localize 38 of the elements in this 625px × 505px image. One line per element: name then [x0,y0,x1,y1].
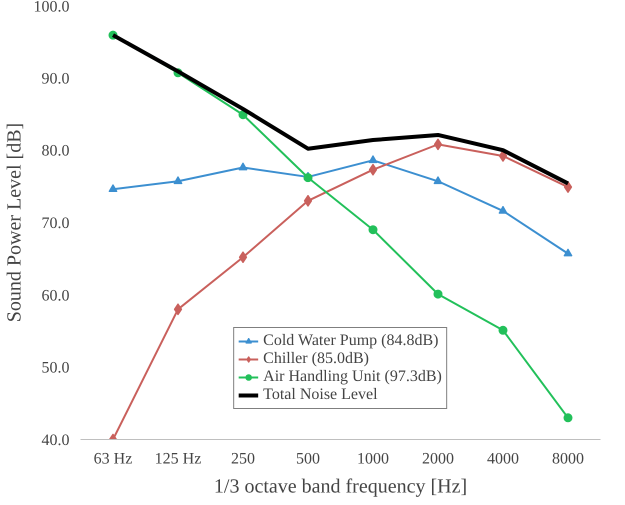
x-tick-label: 500 [296,450,320,468]
point [304,194,312,207]
point [368,155,378,164]
y-axis-title: Sound Power Level [dB] [4,122,26,322]
x-axis-title: 1/3 octave band frequency [Hz] [214,476,468,498]
x-tick-label: 250 [231,450,255,468]
legend-label: Cold Water Pump (84.8dB) [263,332,438,350]
point [564,248,572,256]
x-tick-label: 2000 [422,450,454,468]
point [304,173,312,182]
x-tick-label: 4000 [487,450,519,468]
x-tick-label: 1000 [357,450,389,468]
legend-label: Total Noise Level [263,386,378,404]
y-tick-label: 50.0 [42,360,70,377]
point [434,176,442,184]
x-tick-label: 63 Hz [94,450,132,468]
point [174,176,182,184]
y-tick-label: 60.0 [42,287,70,304]
point [498,206,508,214]
y-tick-label: 100.0 [34,0,70,16]
point [108,184,118,192]
point [368,164,378,176]
point [368,225,378,234]
legend-label: Chiller (85.0dB) [263,350,369,368]
point [434,138,442,150]
legend-label: Air Handling Unit (97.3dB) [263,368,442,386]
point [238,251,248,264]
x-tick-label: 8000 [552,450,584,468]
x-tick-label: 125 Hz [154,450,202,468]
point [498,326,508,335]
point [238,162,248,170]
point [564,413,572,422]
y-tick-label: 40.0 [42,432,70,449]
y-tick-label: 90.0 [42,70,70,88]
point [434,290,442,299]
point [174,303,182,316]
y-tick-label: 80.0 [42,142,70,160]
y-tick-label: 70.0 [42,215,70,232]
